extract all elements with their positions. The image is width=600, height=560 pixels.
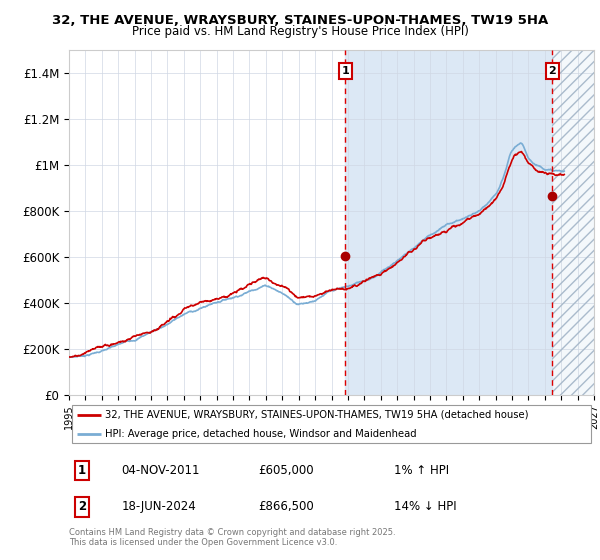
Text: 04-NOV-2011: 04-NOV-2011 (121, 464, 200, 477)
Text: 1% ↑ HPI: 1% ↑ HPI (395, 464, 449, 477)
Text: 1: 1 (341, 66, 349, 76)
Bar (345, 50, 553, 395)
Text: 32, THE AVENUE, WRAYSBURY, STAINES-UPON-THAMES, TW19 5HA: 32, THE AVENUE, WRAYSBURY, STAINES-UPON-… (52, 14, 548, 27)
Text: 18-JUN-2024: 18-JUN-2024 (121, 500, 196, 514)
Text: Price paid vs. HM Land Registry's House Price Index (HPI): Price paid vs. HM Land Registry's House … (131, 25, 469, 38)
Text: 14% ↓ HPI: 14% ↓ HPI (395, 500, 457, 514)
Text: £605,000: £605,000 (258, 464, 314, 477)
Text: 2: 2 (548, 66, 556, 76)
Bar (553, 50, 594, 395)
Text: 1: 1 (78, 464, 86, 477)
Bar (553, 50, 594, 395)
Text: £866,500: £866,500 (258, 500, 314, 514)
Text: 2: 2 (78, 500, 86, 514)
FancyBboxPatch shape (71, 405, 592, 443)
Text: HPI: Average price, detached house, Windsor and Maidenhead: HPI: Average price, detached house, Wind… (105, 429, 416, 439)
Text: Contains HM Land Registry data © Crown copyright and database right 2025.
This d: Contains HM Land Registry data © Crown c… (69, 528, 395, 547)
Text: 32, THE AVENUE, WRAYSBURY, STAINES-UPON-THAMES, TW19 5HA (detached house): 32, THE AVENUE, WRAYSBURY, STAINES-UPON-… (105, 409, 528, 419)
